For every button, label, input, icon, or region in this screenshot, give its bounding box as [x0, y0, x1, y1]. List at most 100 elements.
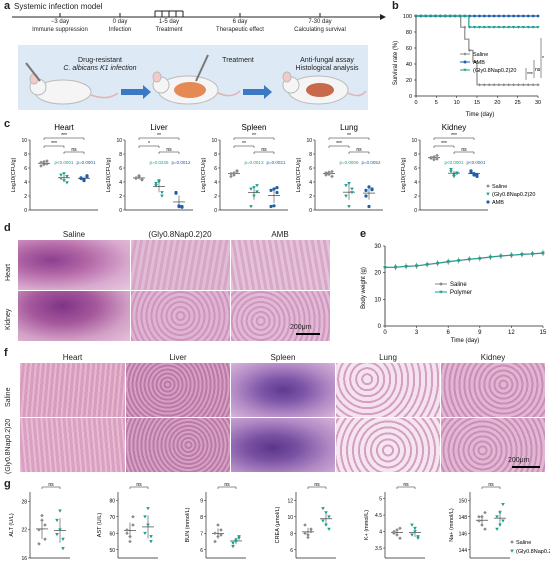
panel-b-point	[463, 14, 467, 18]
panel-c-bracket	[348, 151, 370, 154]
panel-c-ytick-label: 10	[116, 138, 122, 144]
panel-g-ylabel: BUN (mmol/L)	[185, 507, 191, 542]
panel-g-ytick-label: 4	[379, 530, 382, 536]
panel-c-point	[39, 164, 43, 168]
panel-c-point	[449, 170, 453, 174]
panel-e-point	[425, 263, 429, 267]
panel-g-point	[501, 502, 505, 507]
panel-c-point	[79, 176, 83, 181]
panel-b-point	[512, 83, 516, 87]
panel-c-ytick-label: 2	[119, 194, 122, 200]
panel-c-point	[327, 172, 331, 177]
panel-c-bracket	[328, 137, 370, 140]
panel-b-legend-label: Saline	[473, 52, 488, 58]
panel-f-label: f	[4, 347, 8, 359]
panel-g-point	[128, 539, 132, 544]
panel-b-point	[477, 83, 482, 87]
panel-d-col-saline: Saline	[62, 230, 86, 239]
panel-c-sig: ns	[166, 147, 172, 153]
panel-e-legend-label: Saline	[450, 282, 467, 288]
panel-b-xtick-label: 10	[454, 100, 460, 106]
panel-c-ylabel: Log10(CFU/g)	[201, 157, 207, 192]
panel-g-point	[327, 515, 331, 519]
histo-f-spleen-polymer	[231, 418, 335, 472]
panel-c-point	[275, 186, 279, 190]
panel-c-point	[42, 162, 46, 167]
panel-g-ytick-label: 70	[109, 515, 115, 521]
panel-e-point	[530, 252, 535, 256]
panel-b-point	[463, 25, 467, 29]
panel-g-ytick-label: 22	[21, 528, 27, 534]
panel-b-legend-marker	[463, 52, 467, 56]
panel-e-ytick-label: 0	[378, 324, 382, 330]
panel-c-bracket	[158, 151, 180, 154]
panel-g-point	[216, 523, 220, 527]
panel-c-bracket	[233, 137, 275, 140]
panel-b-point	[482, 83, 486, 87]
panel-g-point	[231, 541, 235, 545]
panel-b-point	[502, 83, 506, 87]
panel-g-point	[219, 533, 223, 537]
panel-e-xtick-label: 3	[415, 330, 419, 336]
panel-e-xtick-label: 6	[447, 330, 451, 336]
panel-c-legend-marker	[486, 200, 490, 204]
panel-g-point	[398, 536, 402, 540]
panel-g-ytick-label: 5	[379, 497, 382, 503]
panel-c-ytick-label: 2	[414, 194, 417, 200]
panel-b-point	[487, 26, 491, 29]
panel-c-point	[475, 172, 479, 176]
panel-d-scale-label: 200μm	[290, 324, 312, 331]
panel-f-col-spleen: Spleen	[270, 353, 296, 362]
panel-b-legend-marker	[463, 60, 467, 64]
panel-c-ytick-label: 6	[119, 166, 122, 172]
panel-b-xtick-label: 25	[515, 100, 521, 106]
panel-b-point	[492, 26, 496, 29]
panel-c-sig: ***	[336, 141, 342, 147]
panel-c-point	[275, 190, 279, 195]
panel-b-point	[487, 83, 491, 87]
panel-c-organ-title: Kidney	[442, 123, 466, 132]
histo-kidney-amb	[231, 291, 330, 341]
panel-c-label: c	[4, 118, 11, 130]
timeline-event-4: Therapeutic effect	[216, 27, 264, 33]
histo-heart-amb	[231, 240, 330, 290]
panel-c-point	[137, 173, 141, 178]
panel-g-legend-marker	[510, 540, 514, 544]
panel-c-point	[65, 175, 69, 179]
panel-g-point	[324, 523, 328, 527]
panel-e-series-line	[385, 252, 544, 268]
panel-b-series-line	[416, 15, 538, 28]
panel-g-point	[483, 510, 487, 515]
panel-b-xlabel: Time (day)	[466, 112, 494, 118]
panel-c-point	[350, 191, 354, 195]
panel-c-point	[324, 171, 328, 175]
panel-b-legend-marker	[463, 68, 467, 72]
panel-c-ytick-label: 0	[414, 208, 417, 214]
panel-c-ytick-label: 10	[211, 138, 217, 144]
panel-b-ytick-label: 100	[403, 14, 412, 20]
mouse-icon-1	[25, 62, 119, 105]
panel-c-legend-marker	[486, 184, 490, 188]
panel-g-point	[303, 523, 307, 527]
mouse-illustrations	[25, 54, 367, 105]
panel-c-pvalue: p=0.0013	[245, 160, 264, 165]
panel-b-label: b	[392, 0, 399, 12]
panel-c-ytick-label: 8	[119, 152, 122, 158]
panel-g-point	[43, 537, 47, 541]
panel-e-point	[467, 257, 471, 261]
panel-c-point	[350, 187, 354, 191]
panel-g-point	[480, 523, 484, 527]
panel-c-point	[435, 153, 439, 158]
panel-c-sig: ***	[451, 133, 457, 139]
panel-f-row-saline: Saline	[5, 387, 12, 407]
panel-c-point	[229, 171, 233, 176]
panel-b-point	[448, 14, 452, 18]
panel-g-point	[413, 530, 417, 534]
panel-g-ytick-label: 148	[459, 515, 468, 521]
panel-e-legend-label: Polymer	[450, 290, 472, 296]
panel-c-point	[367, 204, 371, 209]
panel-g-ylabel: AST (U/L)	[97, 513, 103, 538]
mouse-icon-2	[152, 54, 241, 105]
panel-c-bracket	[328, 145, 350, 148]
panel-c-bracket	[43, 145, 65, 148]
